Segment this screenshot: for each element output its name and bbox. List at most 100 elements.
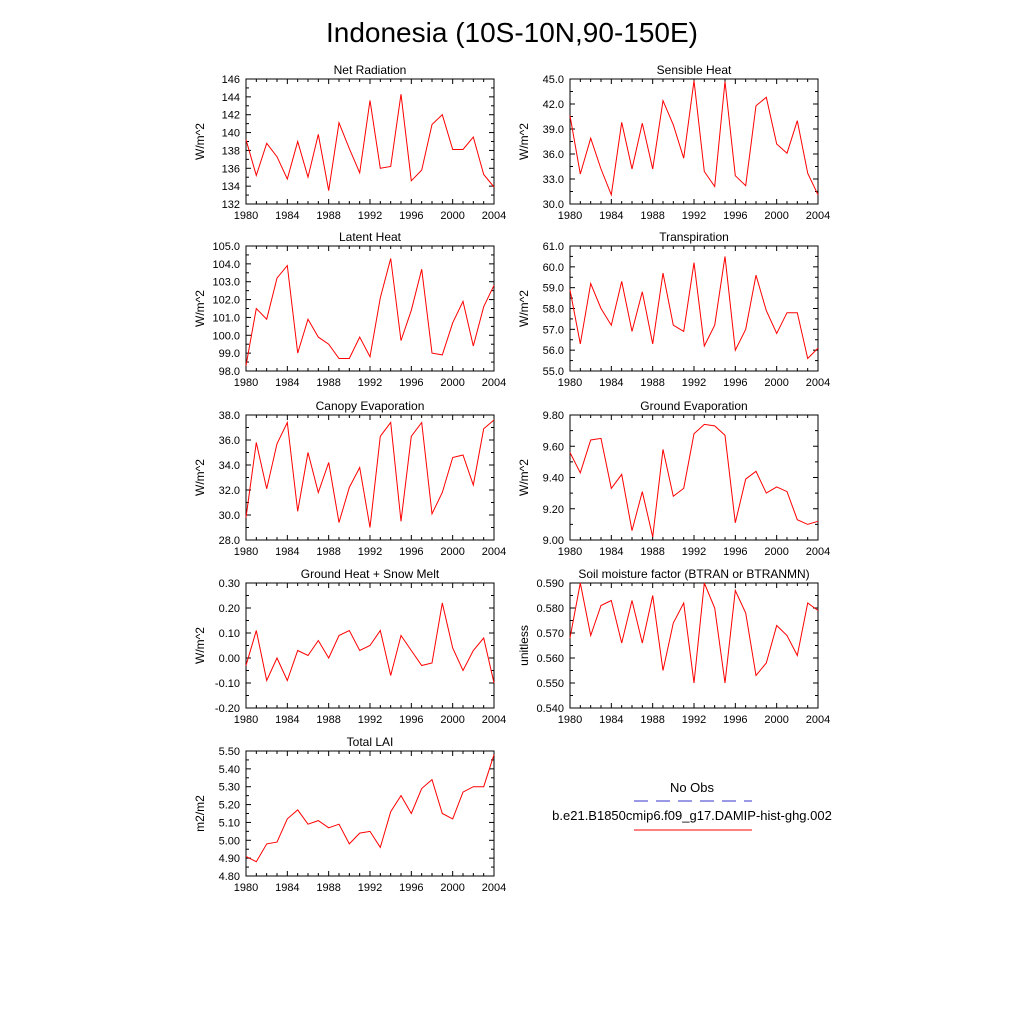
legend-obs-label: No Obs: [670, 780, 715, 795]
x-tick-label: 1992: [358, 714, 382, 726]
panel-6: Ground Evaporation W/m^2 1980 1984 1988 1992 1…: [517, 399, 830, 558]
x-tick-label: 2004: [806, 546, 830, 558]
panel-8: Soil moisture factor (BTRAN or BTRANMN) u…: [517, 567, 830, 726]
y-tick-label: 144: [222, 92, 240, 104]
x-tick-label: 1984: [275, 882, 299, 894]
x-tick-label: 2000: [764, 377, 788, 389]
y-tick-label: 0.540: [536, 703, 564, 715]
y-tick-label: 146: [222, 74, 240, 86]
y-tick-label: 36.0: [543, 149, 564, 161]
x-tick-label: 1980: [234, 546, 258, 558]
x-tick-label: 2004: [806, 210, 830, 222]
x-tick-label: 2000: [440, 882, 464, 894]
y-tick-label: 33.0: [543, 174, 564, 186]
x-tick-label: 1984: [275, 377, 299, 389]
x-tick-label: 1988: [640, 714, 664, 726]
x-tick-label: 1992: [358, 882, 382, 894]
x-tick-label: 1992: [358, 210, 382, 222]
y-axis-label: m2/m2: [193, 795, 207, 832]
panel-title: Ground Heat + Snow Melt: [301, 567, 440, 581]
x-tick-label: 1988: [316, 210, 340, 222]
y-tick-label: 5.50: [219, 746, 240, 758]
x-tick-label: 1996: [399, 882, 423, 894]
y-tick-label: 56.0: [543, 345, 564, 357]
panel-5: Canopy Evaporation W/m^2 1980 1984 1988 1992 1…: [193, 399, 506, 558]
x-tick-label: 1980: [234, 882, 258, 894]
y-tick-label: 0.550: [536, 678, 564, 690]
y-tick-label: 0.580: [536, 603, 564, 615]
y-axis-label: unitless: [517, 625, 531, 666]
x-tick-label: 1984: [599, 546, 623, 558]
y-tick-label: 99.0: [219, 348, 240, 360]
y-tick-label: 9.00: [543, 535, 564, 547]
series-line-1: [245, 754, 495, 863]
x-tick-label: 1992: [682, 210, 706, 222]
panel-title: Total LAI: [347, 735, 394, 749]
panels-group: Net Radiation W/m^2 1980 1984 1988 1992 1996 20…: [193, 63, 830, 894]
y-tick-label: 142: [222, 110, 240, 122]
y-tick-label: 4.90: [219, 853, 240, 865]
y-tick-label: 5.00: [219, 835, 240, 847]
series-line-1: [245, 602, 495, 684]
y-axis-label: W/m^2: [193, 290, 207, 327]
y-axis-label: W/m^2: [193, 627, 207, 664]
y-tick-label: 138: [222, 145, 240, 157]
plot-frame: [245, 78, 495, 205]
y-tick-label: 55.0: [543, 366, 564, 378]
legend: No Obs b.e21.B1850cmip6.f09_g17.DAMIP-hi…: [552, 780, 832, 831]
y-axis-label: W/m^2: [193, 459, 207, 496]
y-tick-label: 132: [222, 199, 240, 211]
y-tick-label: -0.20: [215, 703, 240, 715]
x-tick-label: 1996: [723, 714, 747, 726]
y-tick-label: 61.0: [543, 241, 564, 253]
y-axis-label: W/m^2: [517, 123, 531, 160]
y-tick-label: 60.0: [543, 262, 564, 274]
x-tick-label: 1980: [558, 714, 582, 726]
x-tick-label: 2000: [764, 714, 788, 726]
panel-3: Latent Heat W/m^2 1980 1984 1988 1992 1996 2000…: [193, 230, 506, 389]
x-tick-label: 1996: [399, 210, 423, 222]
x-tick-label: 1980: [234, 714, 258, 726]
panel-title: Net Radiation: [334, 63, 407, 77]
x-tick-label: 1996: [399, 714, 423, 726]
y-tick-label: 5.30: [219, 782, 240, 794]
series-line-1: [245, 419, 495, 528]
y-tick-label: 140: [222, 128, 240, 140]
x-tick-label: 2004: [482, 714, 506, 726]
y-tick-label: 32.0: [219, 485, 240, 497]
x-tick-label: 2004: [806, 714, 830, 726]
x-tick-label: 1984: [599, 714, 623, 726]
series-line-1: [245, 94, 495, 191]
y-tick-label: 9.60: [543, 441, 564, 453]
x-tick-label: 2004: [482, 377, 506, 389]
legend-model-label: b.e21.B1850cmip6.f09_g17.DAMIP-hist-ghg.…: [552, 808, 832, 823]
y-tick-label: 0.20: [219, 603, 240, 615]
x-tick-label: 2000: [440, 377, 464, 389]
series-line-1: [569, 256, 819, 360]
y-tick-label: 9.40: [543, 473, 564, 485]
y-tick-label: 57.0: [543, 324, 564, 336]
y-tick-label: 5.10: [219, 817, 240, 829]
x-tick-label: 1996: [723, 377, 747, 389]
y-tick-label: 136: [222, 163, 240, 175]
y-tick-label: 34.0: [219, 460, 240, 472]
x-tick-label: 2004: [482, 882, 506, 894]
y-tick-label: 30.0: [219, 510, 240, 522]
plot-frame: [569, 582, 819, 709]
panel-title: Sensible Heat: [657, 63, 732, 77]
x-tick-label: 1988: [316, 546, 340, 558]
panel-7: Ground Heat + Snow Melt W/m^2 1980 1984 1988…: [193, 567, 506, 726]
x-tick-label: 1996: [723, 210, 747, 222]
x-tick-label: 2000: [764, 210, 788, 222]
y-tick-label: 45.0: [543, 74, 564, 86]
x-tick-label: 1988: [316, 714, 340, 726]
x-tick-label: 1988: [640, 210, 664, 222]
x-tick-label: 2004: [482, 210, 506, 222]
figure-title: Indonesia (10S-10N,90-150E): [326, 17, 698, 48]
series-line-1: [569, 80, 819, 197]
panel-title: Ground Evaporation: [640, 399, 747, 413]
y-tick-label: 0.10: [219, 628, 240, 640]
y-tick-label: 42.0: [543, 99, 564, 111]
x-tick-label: 1988: [316, 377, 340, 389]
panel-4: Transpiration W/m^2 1980 1984 1988 1992 1996 20…: [517, 230, 830, 389]
